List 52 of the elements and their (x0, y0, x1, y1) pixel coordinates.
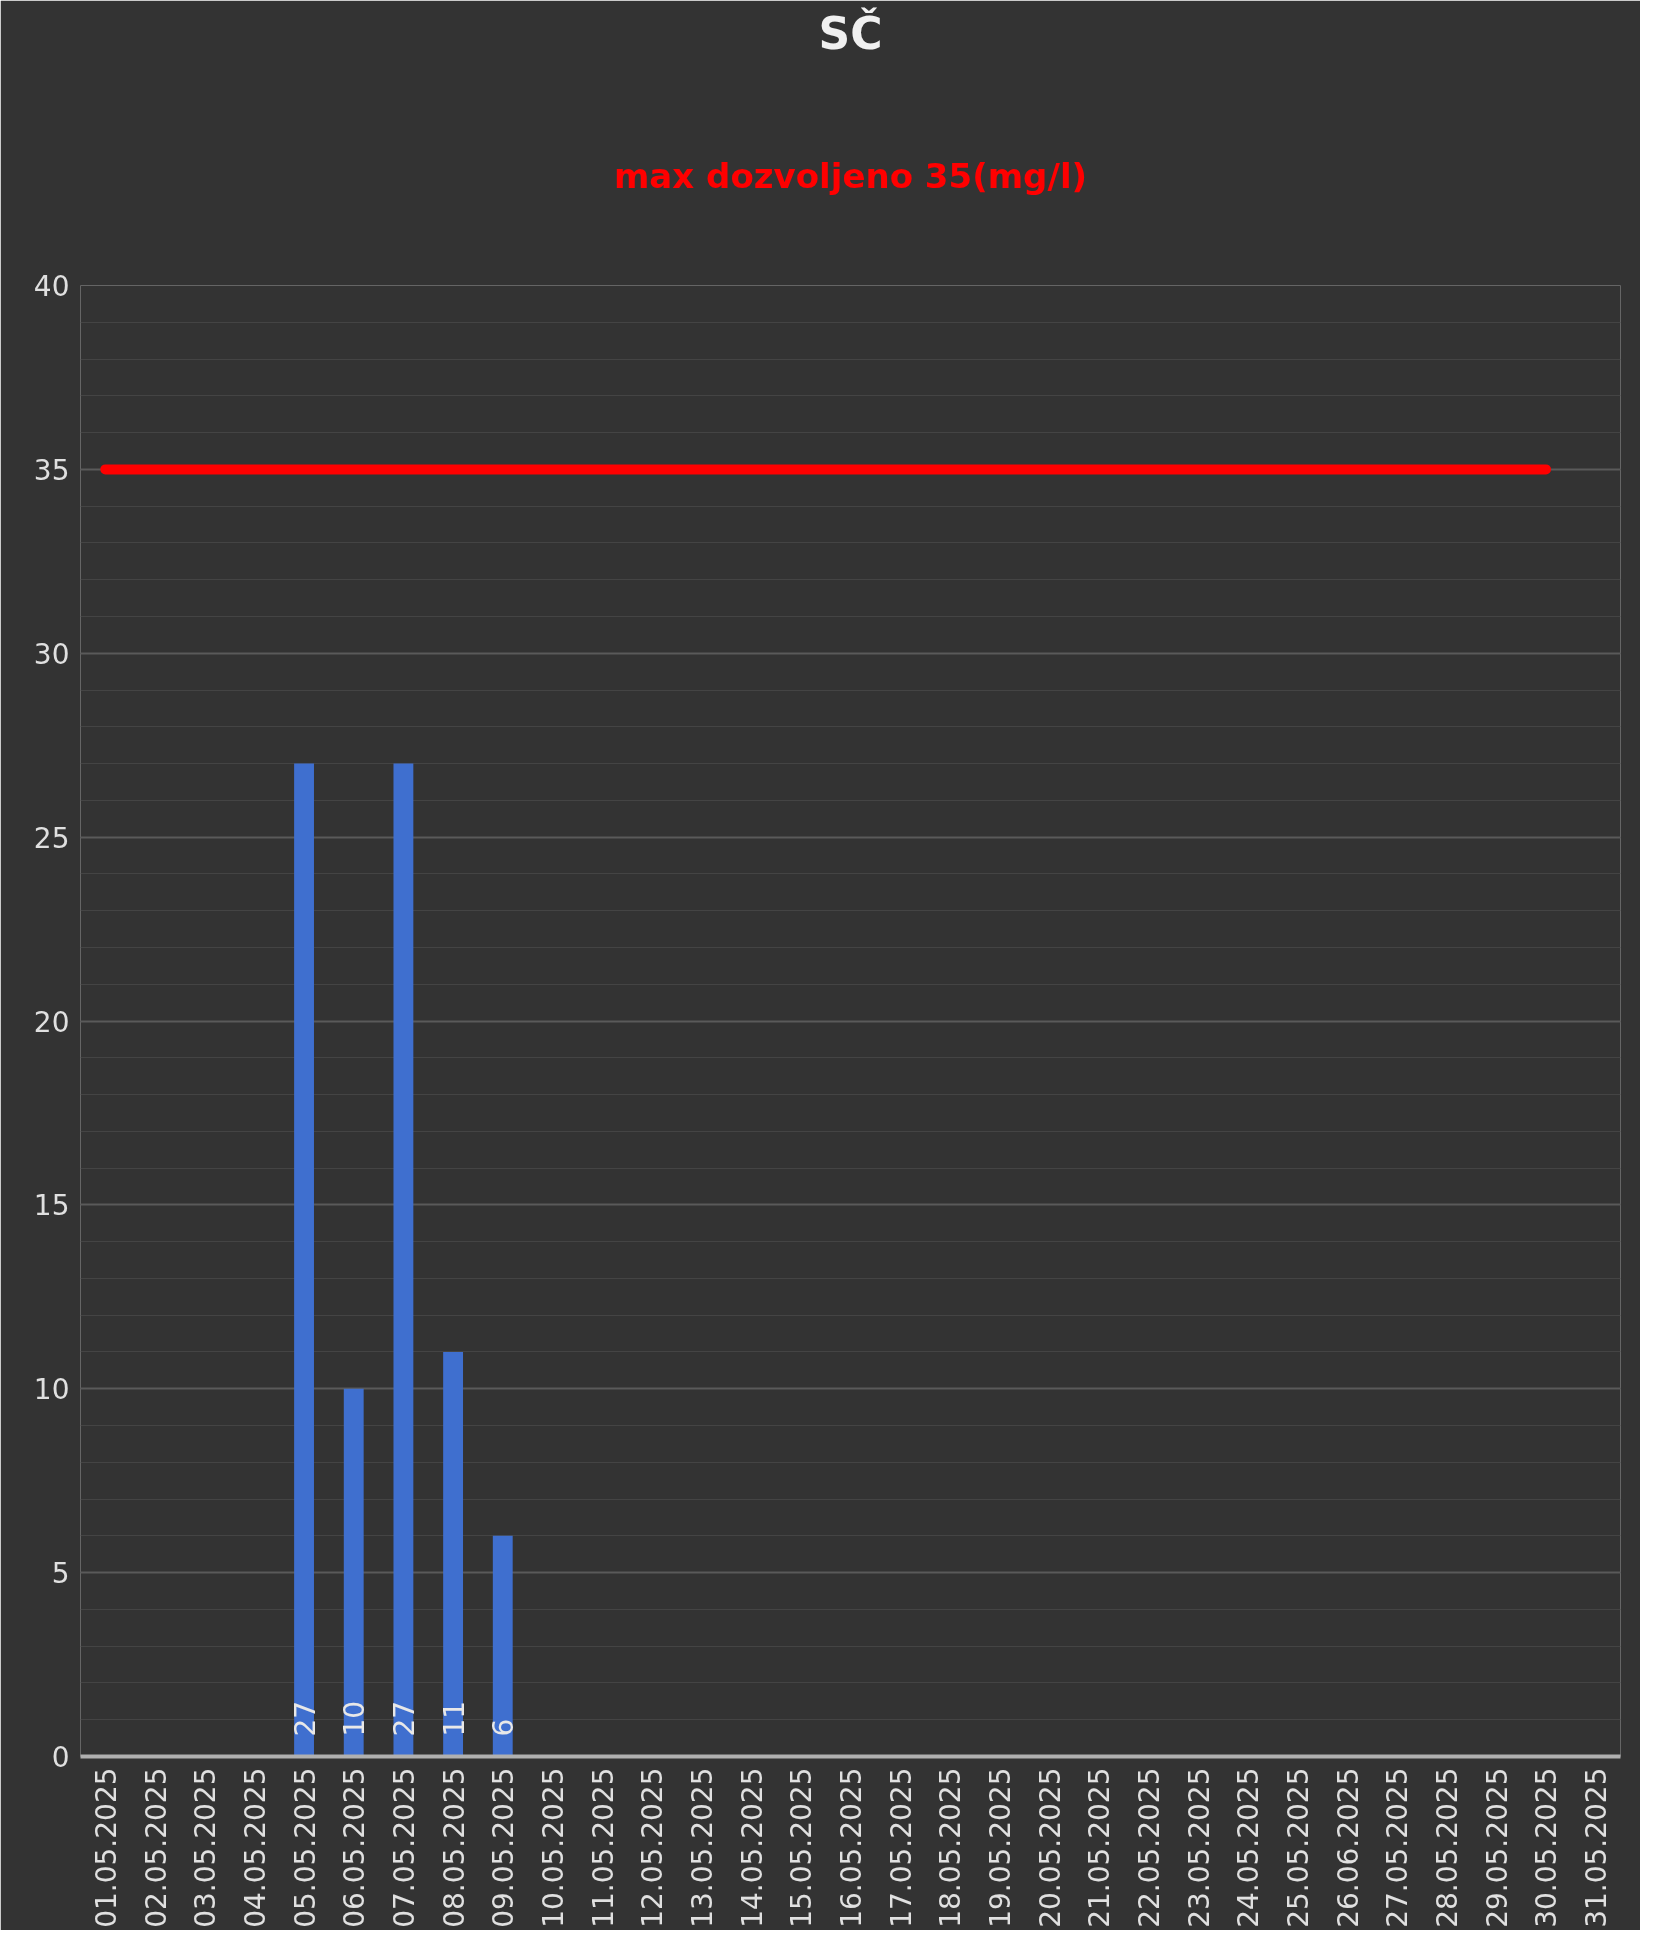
bar (443, 1351, 464, 1757)
y-tick-label: 15 (33, 1189, 70, 1223)
data-label: 6 (487, 1718, 521, 1737)
y-tick-label: 40 (33, 270, 70, 303)
y-tick-label: 25 (33, 821, 70, 855)
x-tick-label: 07.05.2025 (387, 1767, 421, 1928)
bar (294, 763, 314, 1757)
y-tick-label: 35 (33, 453, 70, 487)
x-tick-label: 30.05.2025 (1530, 1767, 1564, 1928)
data-label: 27 (387, 1700, 421, 1737)
x-tick-label: 08.05.2025 (437, 1767, 471, 1928)
y-tick-label: 5 (51, 1557, 70, 1591)
bar (492, 1535, 513, 1757)
y-tick-label: 10 (33, 1373, 70, 1407)
x-tick-label: 14.05.2025 (735, 1767, 769, 1928)
x-tick-label: 25.05.2025 (1282, 1767, 1316, 1928)
x-tick-label: 21.05.2025 (1083, 1767, 1117, 1928)
y-tick-label: 0 (51, 1741, 70, 1774)
x-tick-label: 01.05.2025 (89, 1767, 123, 1928)
x-tick-label: 06.05.2025 (338, 1767, 372, 1928)
x-tick-label: 03.05.2025 (189, 1767, 223, 1928)
x-tick-label: 17.05.2025 (884, 1767, 918, 1928)
x-tick-label: 31.05.2025 (1580, 1767, 1614, 1928)
x-tick-label: 16.05.2025 (835, 1767, 868, 1928)
data-label: 11 (437, 1700, 471, 1737)
x-tick-label: 09.05.2025 (487, 1767, 521, 1928)
x-tick-label: 02.05.2025 (139, 1767, 173, 1928)
x-tick-label: 27.05.2025 (1381, 1767, 1415, 1928)
x-tick-label: 22.05.2025 (1133, 1767, 1167, 1928)
x-tick-label: 24.05.2025 (1232, 1767, 1266, 1928)
chart-title: SČ (818, 6, 883, 59)
x-tick-label: 18.05.2025 (934, 1767, 968, 1928)
x-tick-label: 11.05.2025 (586, 1767, 620, 1928)
x-tick-label: 13.05.2025 (685, 1767, 719, 1928)
x-tick-label: 04.05.2025 (238, 1767, 272, 1928)
x-tick-label: 26.06.2025 (1331, 1767, 1365, 1928)
x-tick-label: 05.05.2025 (288, 1767, 322, 1928)
bar (393, 763, 414, 1757)
y-tick-label: 30 (33, 637, 70, 671)
chart-subtitle: max dozvoljeno 35(mg/l) (613, 155, 1088, 196)
x-tick-label: 15.05.2025 (785, 1767, 819, 1928)
x-tick-label: 23.05.2025 (1182, 1767, 1216, 1928)
y-tick-label: 20 (33, 1005, 70, 1039)
data-label: 10 (338, 1700, 372, 1737)
x-tick-label: 29.05.2025 (1480, 1767, 1514, 1928)
x-tick-label: 12.05.2025 (636, 1767, 670, 1928)
x-tick-label: 19.05.2025 (984, 1767, 1018, 1928)
x-tick-label: 10.05.2025 (536, 1767, 570, 1928)
bar (343, 1388, 364, 1757)
data-label: 27 (288, 1700, 322, 1737)
x-tick-label: 20.05.2025 (1033, 1767, 1067, 1928)
x-tick-label: 28.05.2025 (1431, 1767, 1465, 1928)
